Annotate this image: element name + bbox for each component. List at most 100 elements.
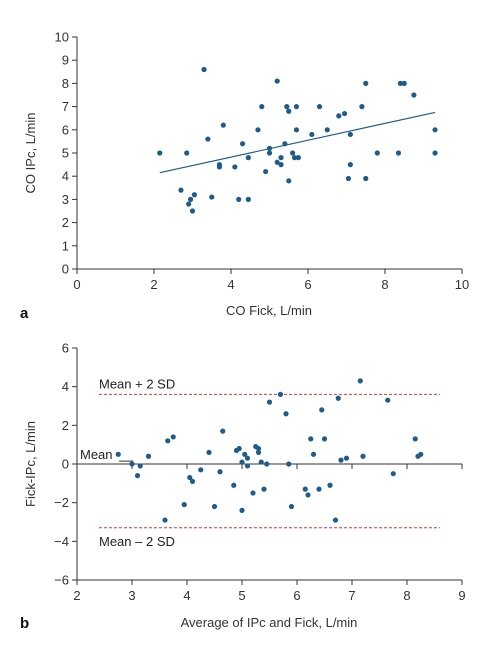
a-data-point bbox=[157, 150, 163, 156]
b-x-tick-label: 9 bbox=[458, 588, 465, 603]
panel-a-label: a bbox=[20, 305, 29, 322]
a-data-point bbox=[293, 127, 300, 133]
a-data-point bbox=[259, 104, 265, 110]
b-data-point bbox=[319, 407, 325, 413]
b-x-tick-label: 6 bbox=[293, 588, 300, 603]
b-data-point bbox=[255, 445, 262, 452]
a-data-point bbox=[286, 108, 292, 114]
a-data-point bbox=[245, 196, 251, 202]
a-data-point bbox=[309, 131, 315, 138]
a-data-point bbox=[411, 92, 417, 98]
b-data-point bbox=[181, 502, 187, 508]
b-data-point bbox=[277, 391, 284, 397]
b-data-point bbox=[231, 482, 237, 488]
a-data-point bbox=[345, 175, 352, 182]
a-data-point bbox=[255, 127, 261, 133]
b-data-point bbox=[385, 397, 391, 403]
b-y-tick-label: −6 bbox=[54, 573, 69, 588]
b-data-point bbox=[206, 449, 212, 455]
b-data-point bbox=[332, 517, 339, 523]
a-data-point bbox=[432, 127, 438, 133]
b-y-tick-label: 6 bbox=[62, 341, 69, 356]
a-y-tick-label: 2 bbox=[62, 215, 69, 230]
b-x-tick-label: 8 bbox=[403, 588, 410, 603]
b-data-point bbox=[264, 461, 270, 467]
b-data-point bbox=[327, 482, 333, 488]
b-data-point bbox=[239, 507, 245, 513]
a-data-point bbox=[347, 162, 353, 168]
a-x-tick-label: 8 bbox=[381, 277, 388, 292]
panel-a-y-axis-label: CO IPc, L/min bbox=[23, 113, 38, 194]
panel-b: b Average of IPc and Fick, L/min Fick-IP… bbox=[20, 341, 466, 633]
a-data-point bbox=[266, 150, 273, 156]
a-y-tick-label: 4 bbox=[62, 169, 69, 184]
a-data-point bbox=[395, 150, 402, 156]
a-y-tick-label: 0 bbox=[62, 262, 69, 277]
a-y-tick-label: 5 bbox=[62, 146, 69, 161]
a-data-point bbox=[341, 110, 348, 117]
a-data-point bbox=[274, 159, 280, 165]
a-data-point bbox=[239, 141, 246, 147]
b-data-point bbox=[261, 486, 267, 492]
b-data-point bbox=[189, 478, 196, 484]
b-data-point bbox=[338, 457, 344, 463]
b-data-point bbox=[137, 463, 143, 469]
panel-b-y-axis-label: Fick-IPc, L/min bbox=[23, 421, 38, 507]
panel-a: a CO Fick, L/min CO IPc, L/min 0 1 2 3 4 5 6 7 8… bbox=[20, 30, 469, 323]
a-y-tick-label: 3 bbox=[62, 192, 69, 207]
a-data-point bbox=[432, 150, 438, 156]
b-data-point bbox=[316, 486, 322, 492]
b-data-point bbox=[283, 411, 289, 417]
b-data-point bbox=[286, 461, 292, 467]
a-data-point bbox=[336, 113, 342, 119]
b-data-point bbox=[390, 471, 396, 477]
b-data-point bbox=[217, 469, 223, 475]
a-y-tick-label: 6 bbox=[62, 122, 69, 137]
mean-label: Mean bbox=[80, 447, 113, 462]
b-data-point bbox=[198, 467, 204, 473]
b-data-point bbox=[145, 453, 152, 459]
b-y-tick-label: −4 bbox=[54, 534, 69, 549]
a-x-tick-label: 0 bbox=[73, 277, 80, 292]
a-regression-line bbox=[159, 111, 436, 174]
a-y-tick-label: 7 bbox=[62, 99, 69, 114]
b-data-point bbox=[288, 503, 295, 510]
b-x-tick-label: 5 bbox=[238, 588, 245, 603]
a-data-point bbox=[178, 187, 184, 193]
a-data-point bbox=[374, 150, 380, 156]
a-data-point bbox=[274, 78, 280, 84]
b-data-point bbox=[170, 434, 176, 440]
a-data-point bbox=[316, 104, 323, 110]
ref-label-lower: Mean – 2 SD bbox=[99, 534, 175, 549]
a-data-point bbox=[187, 196, 194, 202]
a-x-tick-label: 4 bbox=[227, 277, 234, 292]
b-data-point bbox=[360, 453, 366, 459]
a-data-point bbox=[282, 141, 288, 147]
b-data-point bbox=[357, 378, 363, 384]
a-data-point bbox=[186, 201, 192, 207]
b-data-point bbox=[134, 473, 141, 479]
a-data-point bbox=[201, 66, 207, 73]
b-data-point bbox=[266, 399, 273, 405]
b-data-point bbox=[343, 455, 350, 461]
a-data-point bbox=[216, 164, 223, 170]
a-data-point bbox=[290, 150, 296, 156]
a-data-point bbox=[209, 194, 215, 200]
b-x-tick-label: 3 bbox=[128, 588, 135, 603]
b-data-point bbox=[239, 459, 245, 465]
a-data-point bbox=[397, 80, 403, 86]
a-data-point bbox=[291, 155, 298, 161]
ref-label-upper: Mean + 2 SD bbox=[99, 376, 175, 391]
a-data-point bbox=[263, 168, 269, 175]
b-data-point bbox=[162, 517, 168, 523]
a-data-point bbox=[220, 122, 226, 128]
b-x-tick-label: 7 bbox=[348, 588, 355, 603]
a-x-tick-label: 6 bbox=[304, 277, 311, 292]
a-data-point bbox=[266, 145, 273, 151]
b-y-tick-label: −2 bbox=[54, 495, 69, 510]
b-data-point bbox=[187, 474, 193, 481]
a-data-point bbox=[236, 196, 242, 202]
panel-b-x-axis-label: Average of IPc and Fick, L/min bbox=[181, 615, 358, 630]
b-data-point bbox=[302, 486, 308, 492]
a-data-point bbox=[359, 104, 365, 110]
